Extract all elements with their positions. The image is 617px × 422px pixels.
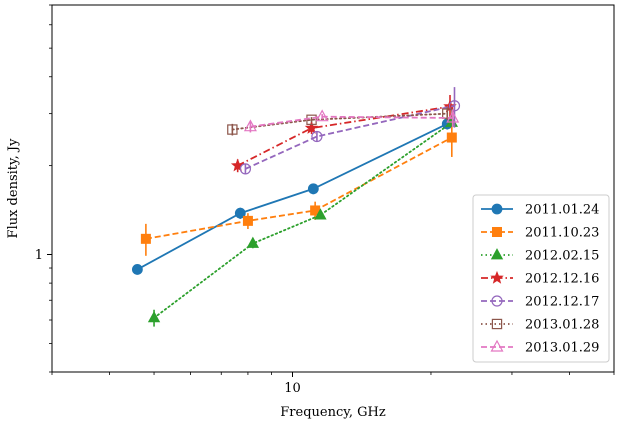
data-point [314, 208, 327, 220]
data-point [315, 109, 329, 122]
legend-marker [491, 203, 503, 215]
series-line [153, 121, 453, 319]
data-point [446, 110, 460, 123]
data-point [147, 311, 161, 323]
series-2013.01.28 [227, 107, 453, 136]
x-axis-label: Frequency, GHz [280, 405, 386, 420]
legend-marker [490, 270, 504, 284]
data-point [230, 158, 245, 172]
legend-label: 2011.01.24 [525, 203, 599, 218]
legend: 2011.01.24 2011.10.23 2012.02.15 2012.12.16… [472, 194, 610, 363]
data-point [227, 124, 238, 135]
legend-box [472, 194, 610, 363]
legend-entry: 2013.01.28 [481, 318, 599, 333]
plot-area [131, 87, 461, 327]
legend-entry: 2012.02.15 [481, 248, 599, 264]
series-2011.01.24 [131, 118, 453, 275]
legend-label: 2012.12.17 [525, 295, 599, 310]
data-point [448, 100, 461, 112]
legend-label: 2011.10.23 [525, 226, 599, 241]
x-tick-label: 10 [284, 381, 301, 396]
plot-frame [51, 4, 615, 373]
series-line [145, 136, 453, 240]
data-point [239, 163, 252, 175]
data-point [446, 132, 457, 143]
legend-entry: 2011.10.23 [481, 226, 599, 241]
legend-marker [490, 339, 504, 352]
legend-label: 2013.01.28 [525, 318, 599, 333]
y-axis-label: Flux density, Jy [6, 138, 21, 239]
y-tick-label: 1 [35, 248, 43, 263]
data-point [306, 114, 317, 125]
series-2012.12.17 [239, 87, 461, 175]
data-point [311, 130, 323, 143]
legend-marker [491, 295, 503, 307]
legend-label: 2012.12.16 [525, 272, 599, 287]
data-point [242, 215, 253, 226]
legend-entry: 2012.12.16 [481, 270, 599, 287]
data-point [246, 236, 260, 248]
series-line [250, 115, 453, 128]
legend-label: 2013.01.29 [525, 341, 599, 356]
legend-entry: 2013.01.29 [481, 339, 599, 356]
axes: 10 1 Frequency, GHz Flux density, Jy [6, 4, 615, 420]
legend-entry: 2011.01.24 [481, 203, 599, 218]
legend-label: 2012.02.15 [525, 249, 599, 264]
series-line [245, 104, 455, 170]
legend-marker [491, 226, 502, 237]
series-line [231, 112, 449, 131]
series-line [136, 123, 448, 271]
series-2011.10.23 [140, 120, 457, 256]
data-point [243, 119, 257, 132]
data-point [304, 121, 319, 134]
legend-entry: 2012.12.17 [481, 295, 599, 310]
legend-marker [490, 248, 504, 260]
legend-marker [491, 318, 503, 330]
data-point [131, 264, 143, 275]
data-point [307, 183, 319, 195]
series-2013.01.29 [243, 109, 460, 133]
series-2012.02.15 [147, 115, 458, 327]
data-point [140, 233, 151, 244]
data-point [234, 207, 246, 219]
